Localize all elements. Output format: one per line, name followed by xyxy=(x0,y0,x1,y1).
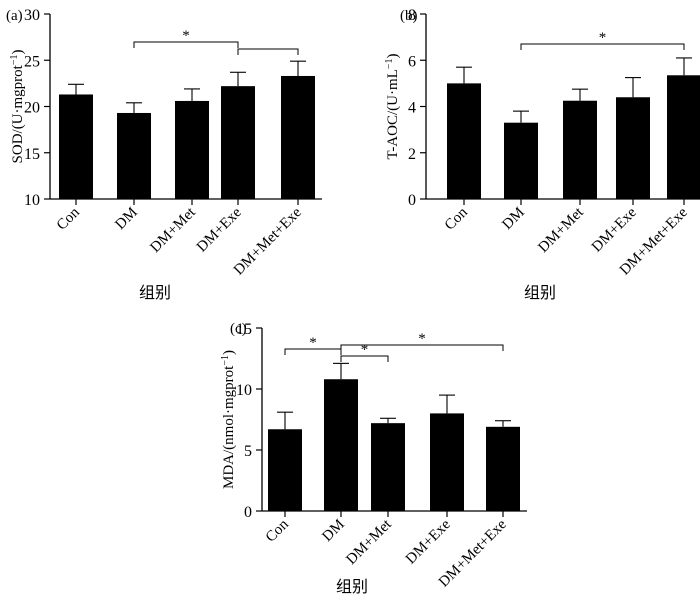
bar xyxy=(667,75,700,199)
y-tick-label: 30 xyxy=(24,7,40,24)
x-axis-title: 组别 xyxy=(139,283,171,302)
significance-bracket xyxy=(340,344,504,351)
x-tick-label: DM+Exe xyxy=(403,516,454,567)
bar xyxy=(430,413,464,511)
y-axis-title: T-AOC/(U·mL−1) xyxy=(384,54,402,160)
bar xyxy=(447,83,481,199)
x-tick-label: Con xyxy=(442,204,471,233)
significance-bracket xyxy=(237,48,299,55)
significance-marker: * xyxy=(418,331,426,347)
y-tick-label: 0 xyxy=(244,504,252,521)
bar xyxy=(268,429,302,511)
bar xyxy=(486,426,520,511)
bar xyxy=(59,94,93,199)
bar xyxy=(616,97,650,199)
bar xyxy=(324,379,358,511)
bar xyxy=(563,100,597,199)
x-axis-title: 组别 xyxy=(524,283,556,302)
significance-bracket xyxy=(133,41,239,48)
bar xyxy=(117,112,151,199)
x-tick-label: DM+Exe xyxy=(194,204,245,255)
x-tick-label: DM+Met xyxy=(535,204,587,256)
x-tick-label: DM xyxy=(112,205,140,233)
x-tick-label: Con xyxy=(263,516,292,545)
x-tick-label: DM xyxy=(499,205,527,233)
bar xyxy=(371,423,405,511)
y-tick-label: 15 xyxy=(236,321,252,338)
y-tick-label: 10 xyxy=(236,382,252,399)
y-axis-title: MDA/(nmol·mgprot−1) xyxy=(220,350,238,489)
y-tick-label: 5 xyxy=(244,443,252,460)
significance-marker: * xyxy=(309,335,317,351)
y-tick-label: 0 xyxy=(408,192,416,209)
significance-bracket xyxy=(340,355,389,362)
bar xyxy=(281,75,315,199)
x-tick-label: DM+Met xyxy=(343,516,395,568)
significance-marker: * xyxy=(182,28,190,44)
panel-label: (c) xyxy=(230,321,247,337)
bar xyxy=(175,100,209,199)
y-tick-label: 4 xyxy=(408,100,416,117)
y-axis-title: SOD/(U·mgprot−1) xyxy=(9,50,27,164)
y-tick-label: 2 xyxy=(408,146,416,163)
y-tick-label: 8 xyxy=(408,7,416,24)
panel-label: (a) xyxy=(6,8,23,24)
y-tick-label: 6 xyxy=(408,53,416,70)
x-tick-label: DM xyxy=(319,517,347,545)
y-tick-label: 15 xyxy=(24,146,40,163)
significance-bracket xyxy=(520,43,685,50)
significance-marker: * xyxy=(599,30,607,46)
bar xyxy=(221,86,255,199)
x-tick-label: DM+Met xyxy=(147,204,199,256)
panel-label: (b) xyxy=(400,8,418,24)
significance-marker: * xyxy=(361,342,369,358)
y-tick-label: 20 xyxy=(24,100,40,117)
y-tick-label: 10 xyxy=(24,192,40,209)
x-tick-label: Con xyxy=(54,204,83,233)
y-tick-label: 25 xyxy=(24,53,40,70)
significance-bracket xyxy=(284,348,342,355)
x-axis-title: 组别 xyxy=(336,577,368,595)
bar xyxy=(504,122,538,199)
x-tick-label: DM+Exe xyxy=(589,204,640,255)
